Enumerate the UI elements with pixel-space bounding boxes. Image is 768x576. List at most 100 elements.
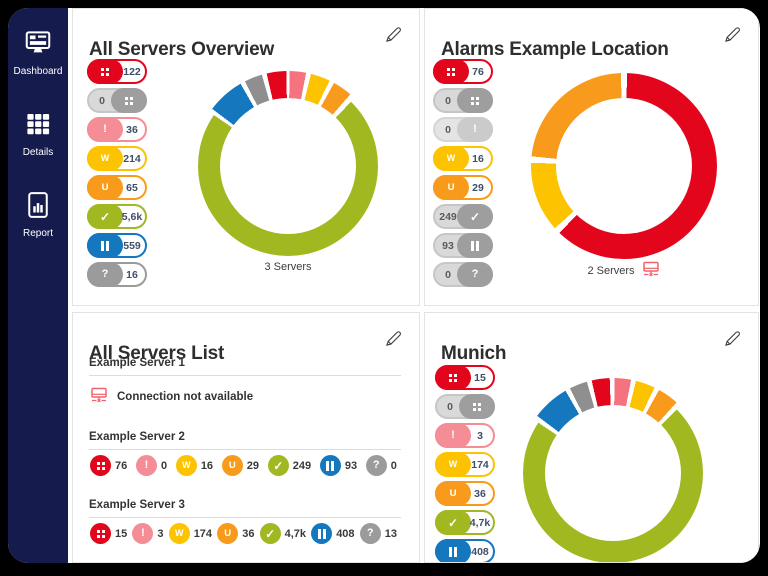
donut-chart[interactable] xyxy=(518,378,708,562)
sidebar-item-details[interactable]: Details xyxy=(22,109,54,158)
status-badge-paused[interactable]: 93 xyxy=(433,233,493,258)
count-unknown[interactable]: ? 13 xyxy=(359,523,397,544)
chart-caption: 3 Servers xyxy=(193,261,383,273)
server-name[interactable]: Example Server 1 xyxy=(89,357,185,369)
warning-icon: W xyxy=(175,455,197,476)
count-unusual[interactable]: U 29 xyxy=(221,455,260,476)
count-unusual[interactable]: U 36 xyxy=(217,523,254,544)
edit-button[interactable] xyxy=(383,329,403,349)
server-count-label: 2 Servers xyxy=(587,265,635,277)
check-icon: ✓ xyxy=(435,510,471,535)
partial-down-icon: ! xyxy=(457,117,493,142)
count-value: 0 xyxy=(160,459,168,472)
check-icon: ✓ xyxy=(87,204,123,229)
question-icon: ? xyxy=(87,262,123,287)
count-warning[interactable]: W 174 xyxy=(168,523,212,544)
status-badge-unusual[interactable]: U 29 xyxy=(433,175,493,200)
badge-count: 0 xyxy=(447,400,453,413)
status-badge-up[interactable]: ✓ 5,6k xyxy=(87,204,147,229)
count-up[interactable]: ✓ 4,7k xyxy=(259,523,306,544)
unusual-icon: U xyxy=(221,455,243,476)
count-partial-down[interactable]: ! 0 xyxy=(135,455,168,476)
count-value: 0 xyxy=(390,459,397,472)
warning-icon: W xyxy=(168,523,190,544)
count-value: 93 xyxy=(344,459,358,472)
count-up[interactable]: ✓ 249 xyxy=(267,455,312,476)
panel-all-servers-overview: All Servers Overview 122 0 ! 36 W 214 U 65 … xyxy=(72,8,420,306)
status-message: Connection not available xyxy=(117,391,254,403)
status-badge-down[interactable]: 15 xyxy=(435,365,495,390)
pause-icon xyxy=(435,539,471,562)
badge-count: 16 xyxy=(472,152,484,165)
down-acknowledged-icon xyxy=(111,88,147,113)
sidebar-item-report[interactable]: Report xyxy=(23,190,53,239)
badge-count: 0 xyxy=(99,94,105,107)
status-badge-down-acknowledged[interactable]: 0 xyxy=(87,88,147,113)
pause-icon xyxy=(87,233,123,258)
down-acknowledged-icon xyxy=(457,88,493,113)
count-value: 15 xyxy=(115,527,128,540)
badge-count: 559 xyxy=(123,239,141,252)
status-badge-down[interactable]: 122 xyxy=(87,59,147,84)
count-partial-down[interactable]: ! 3 xyxy=(132,523,164,544)
down-icon xyxy=(90,455,111,476)
edit-button[interactable] xyxy=(722,25,742,45)
question-icon: ? xyxy=(457,262,493,287)
edit-button[interactable] xyxy=(383,25,403,45)
server-name[interactable]: Example Server 2 xyxy=(89,431,185,443)
donut-chart[interactable] xyxy=(529,71,719,261)
sidebar-item-label: Details xyxy=(22,147,54,158)
badge-count: 0 xyxy=(445,94,451,107)
warning-icon: W xyxy=(87,146,123,171)
sidebar-item-dashboard[interactable]: Dashboard xyxy=(14,28,62,77)
status-badge-warning[interactable]: W 174 xyxy=(435,452,495,477)
status-badge-unknown[interactable]: ? 0 xyxy=(433,262,493,287)
connection-status-row: Connection not available xyxy=(89,387,253,407)
status-badge-partial-down[interactable]: ! 0 xyxy=(433,117,493,142)
count-unknown[interactable]: ? 0 xyxy=(365,455,397,476)
status-badge-down[interactable]: 76 xyxy=(433,59,493,84)
down-acknowledged-icon xyxy=(459,394,495,419)
down-icon xyxy=(87,59,123,84)
count-value: 29 xyxy=(246,459,260,472)
status-badge-paused[interactable]: 408 xyxy=(435,539,495,562)
pause-icon xyxy=(319,455,341,476)
edit-button[interactable] xyxy=(722,329,742,349)
status-badge-up[interactable]: ✓ 249 xyxy=(433,204,493,229)
down-icon xyxy=(433,59,469,84)
count-down[interactable]: 76 xyxy=(90,455,127,476)
status-badge-unknown[interactable]: ? 16 xyxy=(87,262,147,287)
sidebar: Dashboard Details Report xyxy=(8,8,68,563)
badge-count: 36 xyxy=(474,487,486,500)
status-badge-unusual[interactable]: U 36 xyxy=(435,481,495,506)
panel-alarms-example-location: Alarms Example Location 76 0 ! 0 W 16 U 29 … xyxy=(424,8,759,306)
donut-chart[interactable] xyxy=(193,71,383,261)
status-badge-down-acknowledged[interactable]: 0 xyxy=(433,88,493,113)
status-badge-up[interactable]: ✓ 4,7k xyxy=(435,510,495,535)
badge-count: 29 xyxy=(472,181,484,194)
status-badge-unusual[interactable]: U 65 xyxy=(87,175,147,200)
connection-lost-icon xyxy=(641,261,661,281)
unusual-icon: U xyxy=(435,481,471,506)
badge-count: 93 xyxy=(442,239,454,252)
server-name[interactable]: Example Server 3 xyxy=(89,499,185,511)
badge-count: 408 xyxy=(471,545,489,558)
status-badge-partial-down[interactable]: ! 36 xyxy=(87,117,147,142)
status-badge-partial-down[interactable]: ! 3 xyxy=(435,423,495,448)
panel-munich: Munich 15 0 ! 3 W 174 U 36 ✓ 4,7k 408 xyxy=(424,312,759,563)
chart-caption: 2 Servers xyxy=(529,261,719,281)
status-badge-warning[interactable]: W 16 xyxy=(433,146,493,171)
count-warning[interactable]: W 16 xyxy=(175,455,213,476)
partial-down-icon: ! xyxy=(132,523,154,544)
count-value: 249 xyxy=(292,459,312,472)
partial-down-icon: ! xyxy=(435,423,471,448)
dashboard-icon xyxy=(23,28,53,63)
count-paused[interactable]: 93 xyxy=(319,455,358,476)
count-down[interactable]: 15 xyxy=(90,523,127,544)
pause-icon xyxy=(457,233,493,258)
count-value: 3 xyxy=(157,527,164,540)
status-badge-warning[interactable]: W 214 xyxy=(87,146,147,171)
count-paused[interactable]: 408 xyxy=(311,523,355,544)
status-badge-paused[interactable]: 559 xyxy=(87,233,147,258)
status-badge-down-acknowledged[interactable]: 0 xyxy=(435,394,495,419)
